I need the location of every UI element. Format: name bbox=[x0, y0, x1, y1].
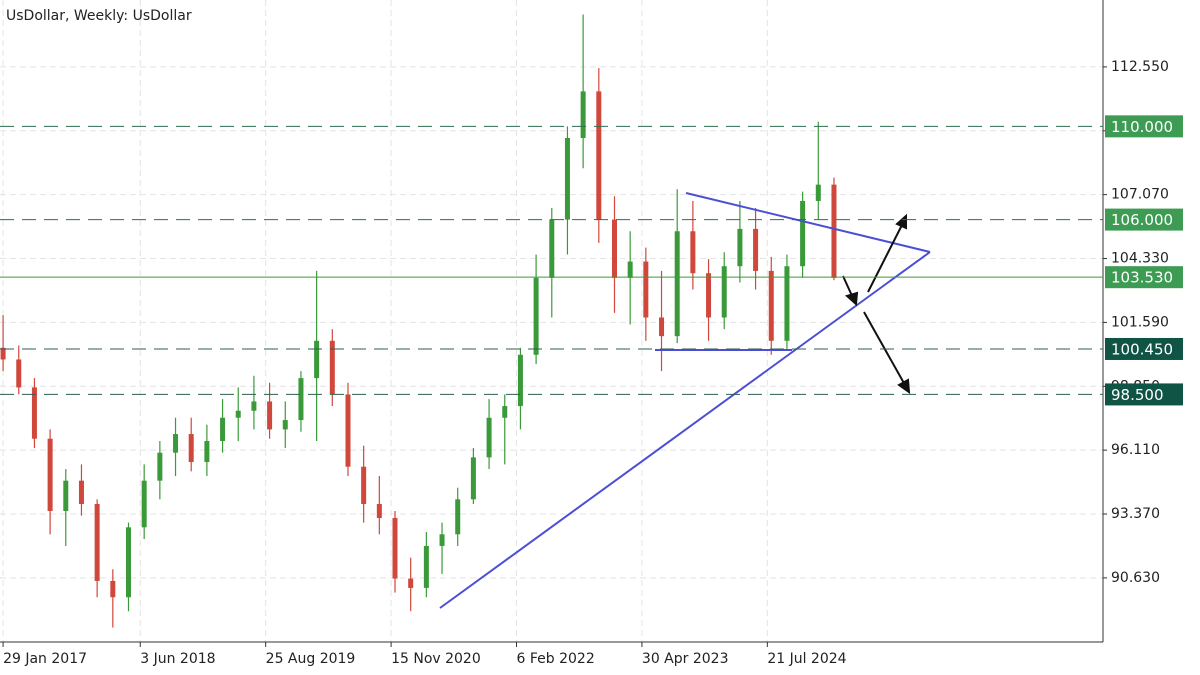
candle-body bbox=[31, 387, 37, 439]
candle-body bbox=[204, 441, 210, 463]
candle-body bbox=[831, 184, 837, 278]
candle-body bbox=[486, 417, 492, 458]
candle-body bbox=[721, 266, 727, 318]
candle-body bbox=[16, 359, 22, 388]
arrow-head bbox=[844, 291, 859, 307]
level-label-bg bbox=[1105, 115, 1183, 138]
axis: 90.63093.37096.11098.850101.590104.33010… bbox=[0, 0, 1169, 667]
arrows bbox=[842, 213, 911, 395]
candle-body bbox=[157, 452, 163, 481]
level-label: 100.450 bbox=[1111, 340, 1173, 358]
candle-body bbox=[392, 517, 398, 579]
candle-body bbox=[141, 480, 147, 528]
candle-body bbox=[251, 401, 257, 411]
y-tick-label: 101.590 bbox=[1111, 314, 1169, 330]
x-tick-label: 29 Jan 2017 bbox=[3, 651, 87, 667]
candle-body bbox=[78, 480, 84, 504]
candle-body bbox=[376, 503, 382, 518]
candle-body bbox=[659, 317, 665, 337]
candle-body bbox=[361, 466, 367, 504]
candle-body bbox=[674, 231, 680, 337]
y-tick-label: 93.370 bbox=[1111, 506, 1160, 522]
candle-body bbox=[110, 580, 116, 598]
level-label: 98.500 bbox=[1111, 386, 1164, 404]
level-label-bg bbox=[1105, 266, 1183, 289]
candle-body bbox=[408, 578, 414, 588]
y-tick-label: 96.110 bbox=[1111, 442, 1160, 458]
candle-body bbox=[643, 261, 649, 318]
candle-body bbox=[235, 410, 241, 418]
candle-body bbox=[63, 480, 69, 511]
candle-body bbox=[282, 420, 288, 430]
grid bbox=[0, 0, 1103, 642]
candle-body bbox=[267, 401, 273, 430]
y-tick-label: 90.630 bbox=[1111, 570, 1160, 586]
level-label-bg bbox=[1105, 337, 1183, 360]
y-tick-label: 107.070 bbox=[1111, 187, 1169, 203]
x-tick-label: 3 Jun 2018 bbox=[140, 651, 215, 667]
candle-body bbox=[329, 340, 335, 395]
candle-body bbox=[564, 138, 570, 220]
candle-body bbox=[220, 417, 226, 442]
candle-body bbox=[611, 219, 617, 278]
level-label-bg bbox=[1105, 383, 1183, 406]
candle-body bbox=[737, 228, 743, 267]
candle-body bbox=[0, 347, 6, 360]
candle-body bbox=[533, 277, 539, 355]
candle-body bbox=[455, 499, 461, 535]
plot bbox=[0, 14, 837, 628]
y-tick-label: 112.550 bbox=[1111, 59, 1169, 75]
candle-body bbox=[470, 457, 476, 500]
levels: 110.000 106.000 103.530 100.450 98.500 bbox=[0, 115, 1183, 406]
candle-body bbox=[690, 231, 696, 274]
candle-body bbox=[549, 219, 555, 278]
candle-body bbox=[94, 503, 100, 581]
drawings bbox=[439, 192, 931, 609]
x-tick-label: 21 Jul 2024 bbox=[767, 651, 846, 667]
trend-line bbox=[685, 192, 931, 253]
candle-body bbox=[298, 378, 304, 421]
arrow-head bbox=[897, 378, 911, 395]
level-label-bg bbox=[1105, 208, 1183, 231]
candle-body bbox=[800, 200, 806, 267]
candle-body bbox=[784, 266, 790, 341]
level-label: 106.000 bbox=[1111, 211, 1173, 229]
candle-body bbox=[753, 228, 759, 271]
arrow bbox=[867, 222, 904, 293]
candle-body bbox=[423, 545, 429, 588]
level-label: 103.530 bbox=[1111, 269, 1173, 287]
trend-line bbox=[439, 251, 931, 609]
candle-body bbox=[188, 434, 194, 463]
candle-body bbox=[596, 91, 602, 220]
candle-body bbox=[815, 184, 821, 201]
candle-body bbox=[706, 273, 712, 318]
candle-body bbox=[627, 261, 633, 278]
candle-body bbox=[768, 270, 774, 341]
candle-body bbox=[502, 406, 508, 418]
candle-body bbox=[517, 354, 523, 407]
x-tick-label: 15 Nov 2020 bbox=[391, 651, 481, 667]
level-label: 110.000 bbox=[1111, 118, 1173, 136]
x-tick-label: 6 Feb 2022 bbox=[517, 651, 595, 667]
arrow-head bbox=[895, 213, 907, 230]
candle-body bbox=[173, 434, 179, 453]
x-tick-label: 30 Apr 2023 bbox=[642, 651, 729, 667]
chart-title: UsDollar, Weekly: UsDollar bbox=[6, 8, 192, 24]
candle-body bbox=[47, 438, 53, 511]
candle-body bbox=[125, 527, 131, 598]
candle-body bbox=[345, 394, 351, 467]
y-tick-label: 104.330 bbox=[1111, 251, 1169, 267]
candle-body bbox=[439, 534, 445, 546]
x-tick-label: 25 Aug 2019 bbox=[266, 651, 356, 667]
candle-body bbox=[580, 91, 586, 139]
candle-body bbox=[314, 340, 320, 379]
